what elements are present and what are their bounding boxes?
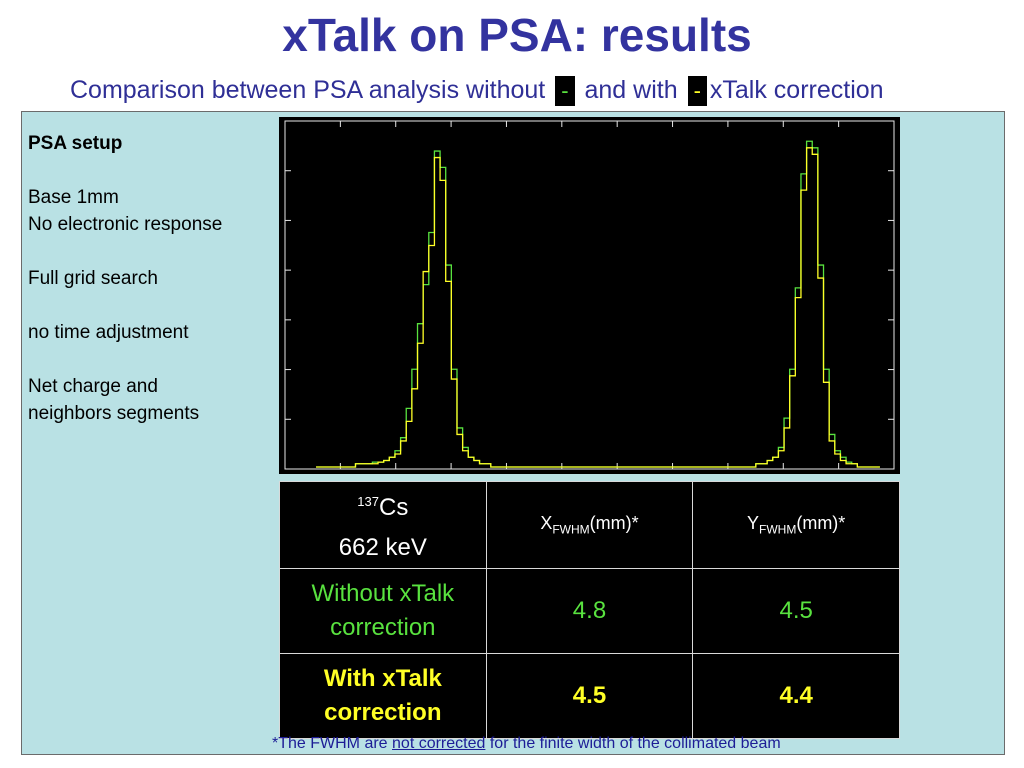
x-fwhm-header: XFWHM(mm)* [485,481,694,569]
plot-frame [284,120,895,470]
y-header-unit: (mm)* [796,513,846,534]
setup-line: no time adjustment [28,322,189,343]
setup-line [28,292,273,319]
subtitle-text-2: and with [584,76,678,104]
isotope-cell: 137Cs 662 keV [279,481,487,569]
y-fwhm-without: 4.5 [692,568,900,654]
series-line-with-xtalk [316,147,880,468]
footnote-post: for the finite width of the collimated b… [485,735,781,752]
setup-line: Base 1mm [28,187,119,208]
setup-line: Net charge and [28,376,158,397]
row-label-line: correction [324,699,442,726]
subtitle-text-3: xTalk correction [709,76,884,104]
table-row-without: Without xTalk correction 4.8 4.5 [279,568,900,654]
table-row-with: With xTalk correction 4.5 4.4 [279,653,900,739]
table-header-row: 137Cs 662 keV XFWHM(mm)* YFWHM(mm)* [279,481,900,569]
histogram-svg [284,120,895,470]
x-fwhm-with: 4.5 [485,653,694,739]
psa-setup-heading: PSA setup [28,133,123,154]
x-header-unit: (mm)* [589,513,639,534]
setup-line: Full grid search [28,268,158,289]
y-header-sub: FWHM [759,522,797,537]
setup-line [28,238,273,265]
y-fwhm-with: 4.4 [692,653,900,739]
results-table: 137Cs 662 keV XFWHM(mm)* YFWHM(mm)* With… [279,481,900,739]
setup-line: No electronic response [28,214,223,235]
x-header-label: X [540,513,553,534]
row-label-line: With xTalk [323,665,442,692]
footnote-underlined: not corrected [392,735,486,752]
legend-dash-with: - [687,76,707,107]
isotope-symbol: Cs [379,494,409,521]
slide-title: xTalk on PSA: results [282,9,752,61]
y-fwhm-header: YFWHM(mm)* [692,481,900,569]
legend-dash-without: - [555,76,575,107]
row-label-line: Without xTalk [311,580,455,607]
histogram-plot [279,117,900,474]
setup-line [28,346,273,373]
footnote-pre: *The FWHM are [272,735,393,752]
slide-subtitle: Comparison between PSA analysis without … [70,76,884,107]
energy-label: 662 keV [338,534,427,561]
row-label-with: With xTalk correction [279,653,487,739]
setup-line: neighbors segments [28,403,200,424]
row-label-without: Without xTalk correction [279,568,487,654]
row-label-line: correction [330,614,436,641]
x-fwhm-without: 4.8 [485,568,694,654]
footnote: *The FWHM are not corrected for the fini… [272,735,781,753]
x-header-sub: FWHM [552,522,590,537]
spacer [28,157,273,184]
psa-setup-text: PSA setup Base 1mm No electronic respons… [28,130,273,427]
subtitle-text-1: Comparison between PSA analysis without [70,76,546,104]
isotope-mass: 137 [357,494,379,509]
y-header-label: Y [746,513,759,534]
